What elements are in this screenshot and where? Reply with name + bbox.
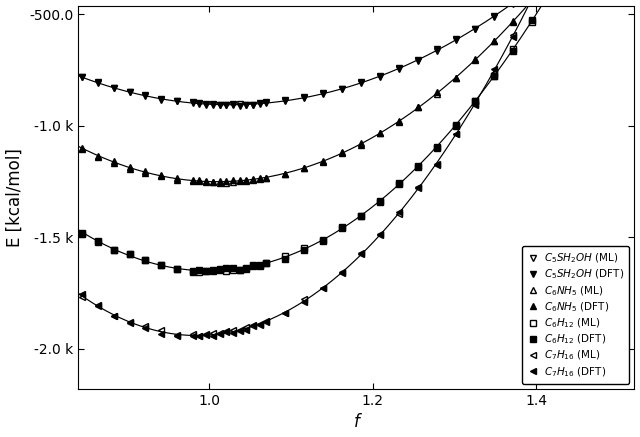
Y-axis label: E [kcal/mol]: E [kcal/mol] xyxy=(6,148,24,247)
Legend: $C_5SH_2OH$ (ML), $C_5SH_2OH$ (DFT), $C_6NH_5$ (ML), $C_6NH_5$ (DFT), $C_6H_{12}: $C_5SH_2OH$ (ML), $C_5SH_2OH$ (DFT), $C_… xyxy=(522,246,629,384)
X-axis label: f: f xyxy=(353,413,359,431)
